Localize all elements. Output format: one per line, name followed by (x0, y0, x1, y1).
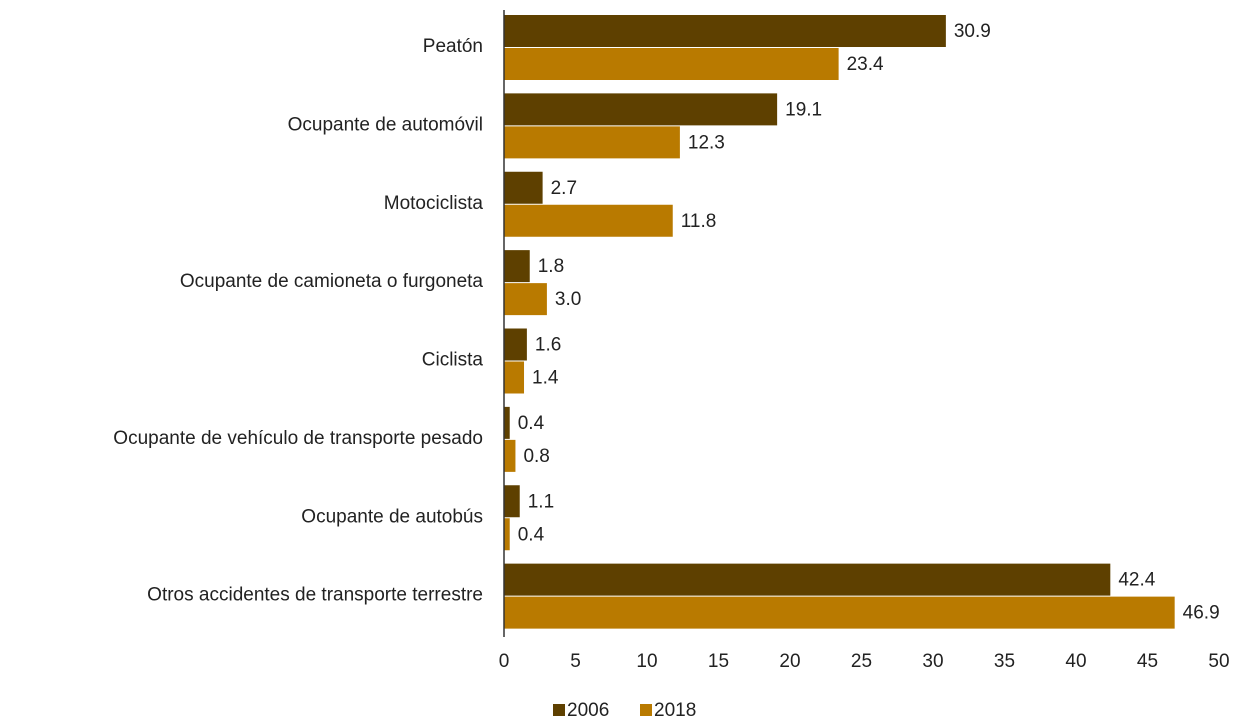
x-tick-label: 50 (1208, 651, 1229, 672)
value-label: 19.1 (785, 99, 822, 120)
value-label: 1.1 (528, 491, 554, 512)
bar (504, 283, 547, 316)
value-label: 0.4 (518, 413, 545, 434)
x-tick-label: 40 (1065, 651, 1086, 672)
x-tick-label: 5 (570, 651, 581, 672)
category-label: Ocupante de camioneta o furgoneta (180, 271, 484, 292)
legend-swatch (553, 704, 565, 716)
category-label: Ocupante de automóvil (288, 114, 483, 135)
legend-swatch (640, 704, 652, 716)
value-label: 23.4 (847, 54, 884, 75)
bar (504, 15, 946, 47)
x-tick-label: 0 (499, 651, 510, 672)
value-label: 12.3 (688, 132, 725, 153)
category-label: Otros accidentes de transporte terrestre (147, 585, 483, 606)
bar (504, 596, 1175, 629)
category-label: Peatón (423, 36, 483, 57)
bar (504, 250, 530, 283)
x-tick-label: 45 (1137, 651, 1158, 672)
bar (504, 328, 527, 361)
value-label: 42.4 (1118, 570, 1155, 591)
bar (504, 406, 510, 439)
value-label: 30.9 (954, 21, 991, 42)
bar (504, 563, 1111, 596)
x-tick-label: 35 (994, 651, 1015, 672)
value-label: 1.6 (535, 335, 561, 356)
bar (504, 518, 510, 551)
bar (504, 126, 680, 159)
category-label: Motociclista (384, 193, 484, 214)
value-label: 2.7 (551, 178, 577, 199)
bar (504, 485, 520, 518)
x-tick-label: 25 (851, 651, 872, 672)
value-label: 0.8 (523, 446, 549, 467)
category-label: Ocupante de autobús (301, 506, 483, 527)
bar (504, 171, 543, 204)
x-tick-label: 10 (636, 651, 657, 672)
bar (504, 48, 839, 80)
bar (504, 204, 673, 237)
value-label: 3.0 (555, 289, 581, 310)
value-label: 1.4 (532, 368, 559, 389)
value-label: 46.9 (1183, 603, 1220, 624)
category-label: Ciclista (422, 350, 484, 371)
x-tick-label: 30 (922, 651, 943, 672)
bar (504, 93, 778, 126)
legend-label: 2006 (567, 700, 609, 721)
x-tick-label: 20 (779, 651, 800, 672)
category-label: Ocupante de vehículo de transporte pesad… (113, 428, 483, 449)
value-label: 1.8 (538, 256, 564, 277)
x-tick-label: 15 (708, 651, 729, 672)
bar (504, 439, 516, 472)
legend-label: 2018 (654, 700, 696, 721)
value-label: 0.4 (518, 524, 545, 545)
bar (504, 361, 525, 394)
value-label: 11.8 (681, 211, 717, 232)
